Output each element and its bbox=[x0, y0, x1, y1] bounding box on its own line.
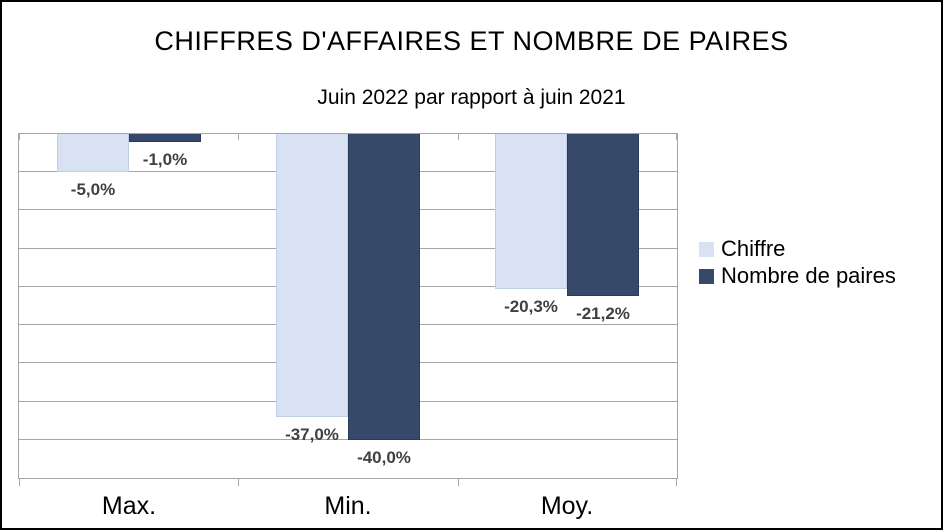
legend-swatch-nombre-de-paires bbox=[699, 268, 714, 284]
data-label-chiffre-max: -5,0% bbox=[70, 180, 116, 199]
bar-chiffre-min bbox=[276, 134, 348, 417]
data-label-chiffre-min: -37,0% bbox=[285, 425, 339, 444]
data-label-nombre-de-paires-max: -1,0% bbox=[142, 150, 188, 169]
category-label-min: Min. bbox=[324, 492, 372, 520]
chart-subtitle: Juin 2022 par rapport à juin 2021 bbox=[317, 86, 626, 109]
bar-chiffre-max bbox=[57, 134, 129, 172]
legend-item-chiffre: Chiffre bbox=[699, 236, 896, 261]
axis-tick bbox=[238, 134, 239, 140]
legend-swatch-chiffre bbox=[699, 241, 714, 257]
legend: Chiffre Nombre de paires bbox=[699, 236, 896, 292]
axis-tick bbox=[19, 479, 20, 486]
bar-nombre-de-paires-moy bbox=[567, 134, 639, 296]
axis-tick bbox=[458, 134, 459, 140]
axis-tick bbox=[19, 134, 20, 140]
legend-label-chiffre: Chiffre bbox=[721, 236, 786, 261]
axis-tick bbox=[238, 479, 239, 486]
bar-nombre-de-paires-max bbox=[129, 134, 201, 142]
data-label-nombre-de-paires-min: -40,0% bbox=[357, 448, 411, 467]
axis-tick bbox=[676, 134, 677, 140]
category-label-max: Max. bbox=[101, 492, 157, 520]
plot-area: -5,0% -1,0% Max. -37,0% -40,0% Min. -20,3% -21,… bbox=[18, 133, 678, 520]
data-label-nombre-de-paires-moy: -21,2% bbox=[576, 304, 630, 323]
bar-chiffre-moy bbox=[495, 134, 567, 289]
legend-label-nombre-de-paires: Nombre de paires bbox=[721, 263, 896, 288]
data-label-chiffre-moy: -20,3% bbox=[504, 297, 558, 316]
category-label-moy: Moy. bbox=[540, 492, 594, 520]
bar-nombre-de-paires-min bbox=[348, 134, 420, 440]
axis-tick bbox=[676, 479, 677, 486]
legend-item-nombre-de-paires: Nombre de paires bbox=[699, 263, 896, 288]
chart-title: CHIFFRES D'AFFAIRES ET NOMBRE DE PAIRES bbox=[154, 26, 789, 56]
axis-tick bbox=[458, 479, 459, 486]
